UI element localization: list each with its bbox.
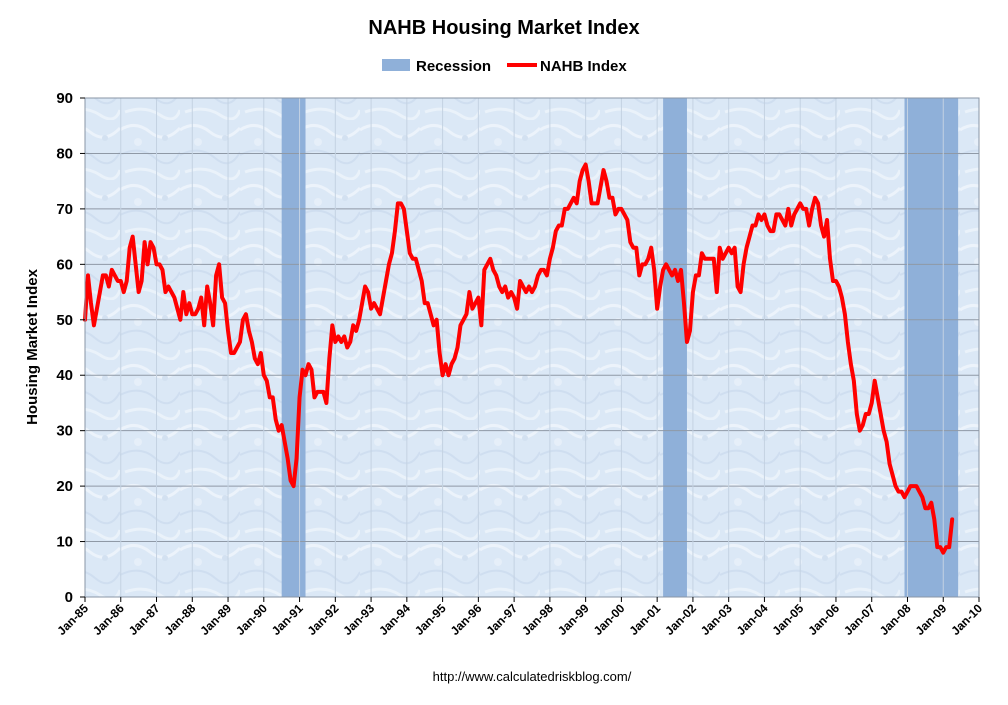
x-tick-label-Jan-01: Jan-01: [626, 601, 663, 638]
x-tick-label-Jan-89: Jan-89: [197, 601, 234, 638]
recession-band-2: [663, 98, 687, 597]
gridlines: [85, 98, 979, 597]
y-axis-label: Housing Market Index: [24, 268, 41, 425]
x-tick-label-Jan-05: Jan-05: [770, 601, 807, 638]
recession-band-1: [281, 98, 306, 597]
y-tick-label-90: 90: [56, 90, 73, 107]
y-axis-ticks: 0 10 20 30 40 50 60 70 80 90: [56, 90, 85, 606]
y-tick-label-10: 10: [56, 534, 73, 551]
x-tick-label-Jan-10: Jan-10: [948, 601, 985, 638]
x-tick-label-Jan-97: Jan-97: [483, 601, 520, 638]
legend-recession-label: Recession: [416, 58, 491, 75]
y-tick-label-70: 70: [56, 201, 73, 218]
x-tick-label-Jan-02: Jan-02: [662, 601, 699, 638]
x-tick-label-Jan-87: Jan-87: [126, 601, 163, 638]
plot-area: [85, 98, 979, 597]
y-tick-label-60: 60: [56, 256, 73, 273]
x-tick-label-Jan-86: Jan-86: [90, 601, 127, 638]
x-tick-label-Jan-95: Jan-95: [412, 601, 449, 638]
x-tick-label-Jan-07: Jan-07: [841, 601, 878, 638]
y-tick-label-50: 50: [56, 312, 73, 329]
y-tick-label-80: 80: [56, 145, 73, 162]
source-url: http://www.calculatedriskblog.com/: [433, 669, 632, 684]
x-tick-label-Jan-98: Jan-98: [519, 601, 556, 638]
x-tick-label-Jan-85: Jan-85: [54, 601, 91, 638]
x-tick-label-Jan-92: Jan-92: [305, 601, 342, 638]
plot-border: [84, 97, 980, 598]
series-nahb-index-line: [83, 162, 955, 555]
chart-title: NAHB Housing Market Index: [368, 17, 639, 39]
y-tick-label-40: 40: [56, 367, 73, 384]
legend: Recession NAHB Index: [382, 58, 627, 75]
legend-recession-swatch: [382, 59, 410, 71]
x-tick-label-Jan-00: Jan-00: [591, 601, 628, 638]
x-tick-label-Jan-93: Jan-93: [340, 601, 377, 638]
y-tick-label-0: 0: [65, 589, 73, 606]
x-tick-label-Jan-03: Jan-03: [698, 601, 735, 638]
x-tick-label-Jan-88: Jan-88: [162, 601, 199, 638]
x-tick-label-Jan-90: Jan-90: [233, 601, 270, 638]
x-tick-label-Jan-06: Jan-06: [805, 601, 842, 638]
x-tick-label-Jan-96: Jan-96: [448, 601, 485, 638]
x-tick-label-Jan-04: Jan-04: [734, 601, 771, 638]
x-tick-label-Jan-08: Jan-08: [877, 601, 914, 638]
y-tick-label-20: 20: [56, 478, 73, 495]
legend-nahb-label: NAHB Index: [540, 58, 627, 75]
x-axis-ticks: Jan-85Jan-86Jan-87Jan-88Jan-89Jan-90Jan-…: [54, 597, 985, 638]
x-tick-label-Jan-94: Jan-94: [376, 601, 413, 638]
x-tick-label-Jan-99: Jan-99: [555, 601, 592, 638]
x-tick-label-Jan-91: Jan-91: [269, 601, 306, 638]
x-tick-label-Jan-09: Jan-09: [913, 601, 950, 638]
y-tick-label-30: 30: [56, 423, 73, 440]
